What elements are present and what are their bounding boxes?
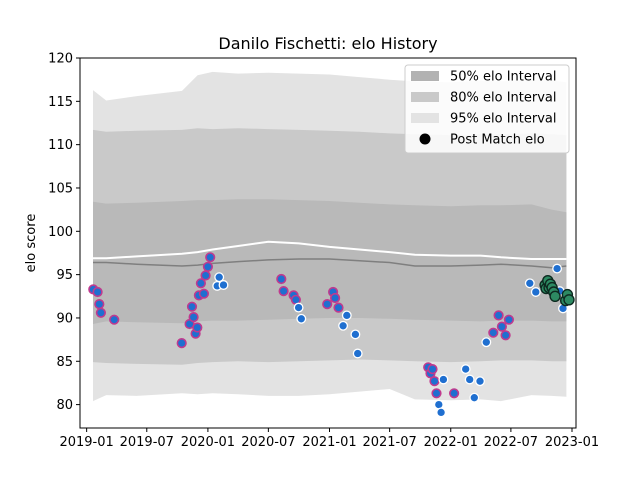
y-tick-label: 120 — [48, 52, 73, 67]
data-point — [109, 314, 120, 325]
data-point — [276, 273, 287, 285]
data-point — [449, 388, 460, 399]
data-point — [429, 376, 440, 387]
data-point — [460, 364, 471, 375]
y-tick-label: 115 — [48, 95, 73, 110]
y-tick-label: 85 — [56, 355, 73, 370]
data-point — [333, 302, 344, 313]
legend-label: 95% elo Interval — [450, 112, 557, 127]
legend-label: 50% elo Interval — [450, 70, 557, 85]
data-point — [438, 374, 449, 385]
data-point — [198, 288, 209, 299]
data-point — [218, 280, 229, 290]
legend-swatch — [411, 71, 439, 81]
data-point — [338, 320, 349, 331]
data-point — [549, 290, 561, 302]
x-tick-label: 2022-01 — [424, 435, 478, 450]
data-point — [186, 301, 198, 312]
y-tick-label: 110 — [48, 138, 73, 153]
data-point — [202, 261, 213, 272]
data-point — [330, 292, 341, 304]
x-tick-label: 2023-01 — [545, 435, 599, 450]
x-tick-label: 2022-07 — [484, 435, 538, 450]
y-axis: 80 85 90 95 100 105 110 115 120 — [48, 52, 80, 413]
data-point — [530, 287, 541, 297]
legend-swatch — [411, 113, 439, 123]
legend-label: Post Match elo — [450, 133, 545, 148]
data-point — [488, 327, 499, 338]
data-point — [493, 310, 504, 321]
data-point — [214, 272, 225, 283]
legend-marker — [419, 133, 431, 145]
y-tick-label: 95 — [56, 268, 73, 283]
y-tick-label: 100 — [48, 225, 73, 240]
chart-title: Danilo Fischetti: elo History — [218, 34, 437, 53]
x-tick-label: 2020-01 — [181, 435, 235, 450]
data-point — [195, 278, 206, 289]
y-tick-label: 90 — [56, 311, 73, 326]
median-line — [93, 258, 567, 269]
data-point — [469, 392, 480, 403]
data-point — [352, 348, 363, 359]
data-point — [552, 263, 563, 274]
x-axis: 2019-01 2019-07 2020-01 2020-07 2021-01 2021-… — [59, 428, 599, 450]
data-point — [464, 374, 475, 385]
data-point — [500, 330, 511, 341]
data-point — [341, 310, 352, 321]
x-tick-label: 2020-07 — [241, 435, 295, 450]
data-point — [176, 338, 187, 349]
data-point — [496, 321, 508, 332]
legend-swatch — [411, 92, 439, 102]
data-point — [322, 299, 333, 310]
interval-bands — [93, 71, 567, 402]
data-point — [278, 286, 289, 297]
x-tick-label: 2019-01 — [59, 435, 113, 450]
y-axis-label: elo score — [24, 214, 39, 273]
plot-frame — [79, 57, 577, 429]
data-point — [293, 302, 304, 313]
data-point — [431, 388, 442, 399]
y-tick-label: 80 — [56, 398, 73, 413]
legend-frame — [404, 64, 570, 154]
data-point — [503, 314, 515, 325]
x-tick-label: 2019-07 — [120, 435, 174, 450]
post-match-points — [88, 252, 575, 418]
x-tick-label: 2021-01 — [302, 435, 356, 450]
data-point — [192, 322, 203, 333]
data-point — [200, 270, 211, 281]
data-point — [350, 329, 361, 340]
data-point — [481, 337, 492, 348]
data-point — [475, 376, 485, 387]
data-point — [94, 299, 105, 310]
x-tick-label: 2021-07 — [362, 435, 416, 450]
data-point — [92, 286, 103, 298]
data-point — [205, 252, 216, 263]
band-50 — [93, 199, 567, 324]
mean-line — [93, 240, 567, 260]
data-point — [436, 407, 447, 418]
data-point — [296, 313, 307, 324]
trend-lines — [93, 240, 567, 269]
data-point — [95, 307, 106, 318]
legend: 50% elo Interval 80% elo Interval 95% elo … — [404, 64, 570, 154]
legend-label: 80% elo Interval — [450, 91, 557, 106]
data-point — [524, 278, 535, 289]
data-point — [188, 312, 199, 323]
data-point — [427, 364, 438, 375]
data-point — [563, 294, 575, 306]
y-tick-label: 105 — [48, 181, 73, 196]
